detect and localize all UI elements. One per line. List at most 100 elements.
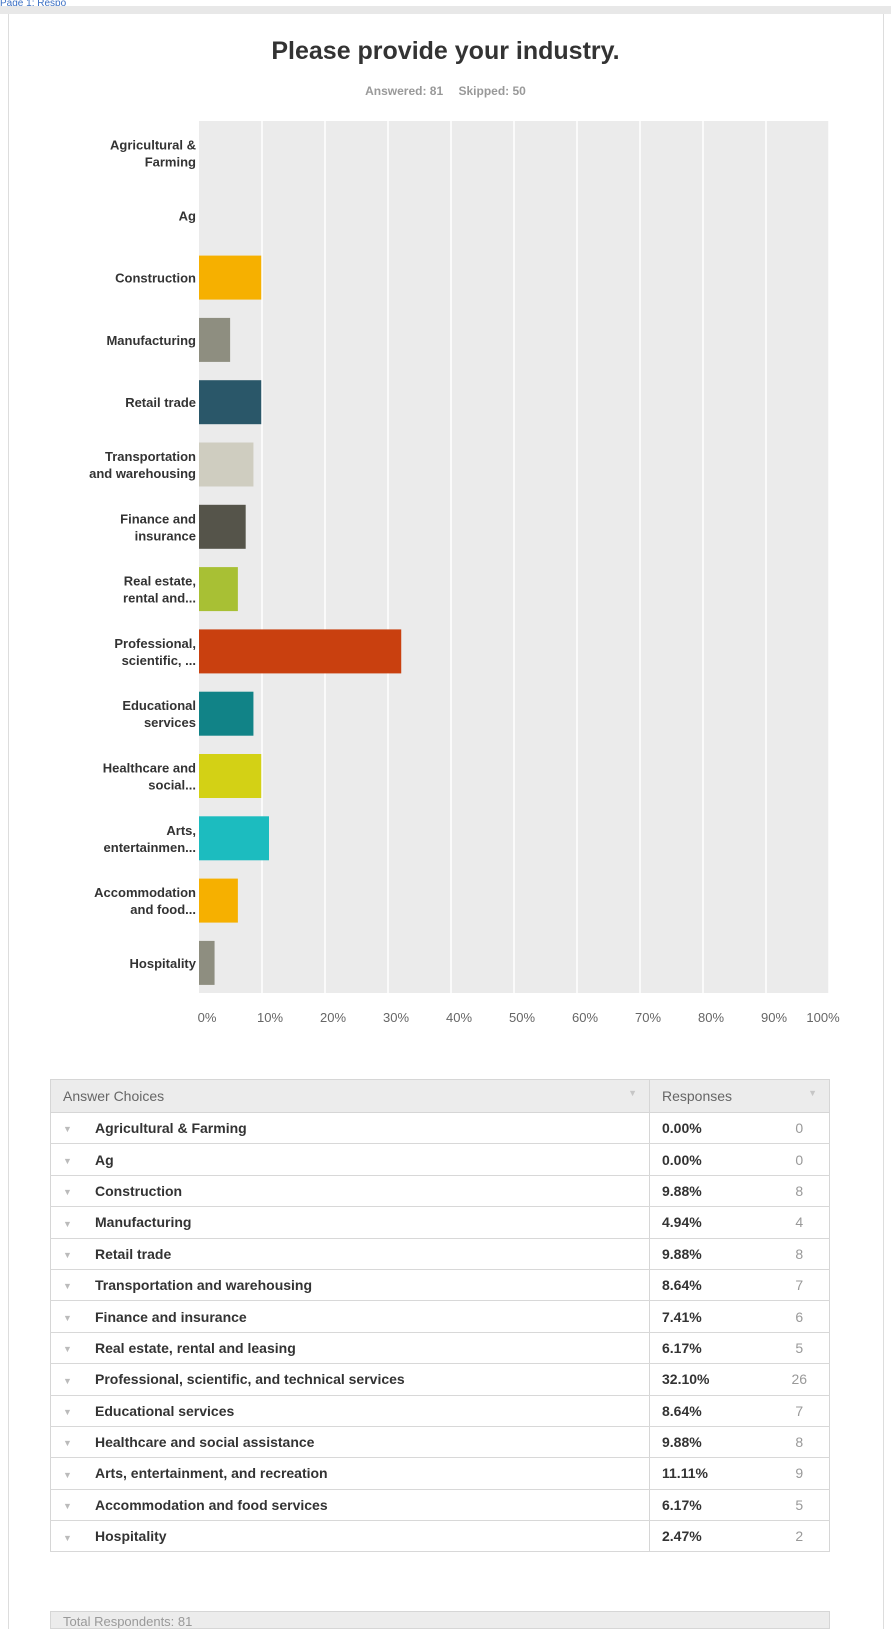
- row-caret-icon[interactable]: ▼: [63, 1124, 72, 1135]
- response-percent: 0.00%: [649, 1143, 770, 1176]
- x-tick-label: 70%: [635, 1010, 661, 1025]
- response-percent: 4.94%: [649, 1206, 770, 1239]
- answer-choice-cell: ▼ Professional, scientific, and technical…: [50, 1363, 650, 1396]
- answer-choice-label: Professional, scientific, and technical …: [95, 1371, 405, 1388]
- row-caret-icon[interactable]: ▼: [63, 1250, 72, 1261]
- category-label: and warehousing: [89, 466, 196, 481]
- category-label: Hospitality: [130, 956, 197, 971]
- row-caret-icon[interactable]: ▼: [63, 1501, 72, 1512]
- category-label: Real estate,: [124, 574, 196, 589]
- responses-header-label: Responses: [662, 1088, 733, 1104]
- response-percent: 6.17%: [649, 1332, 770, 1365]
- answer-choice-label: Real estate, rental and leasing: [95, 1339, 296, 1356]
- category-label: Finance and: [120, 511, 196, 526]
- table-row: ▼ Hospitality 2.47% 2: [50, 1520, 830, 1553]
- table-row: ▼ Ag 0.00% 0: [50, 1143, 830, 1176]
- response-percent: 2.47%: [649, 1520, 770, 1553]
- responses-header[interactable]: Responses ▼: [649, 1079, 830, 1113]
- category-label: Agricultural &: [110, 138, 196, 153]
- category-label: Retail trade: [125, 395, 196, 410]
- response-count: 5: [769, 1332, 830, 1365]
- response-percent: 9.88%: [649, 1426, 770, 1459]
- response-count: 26: [769, 1363, 830, 1396]
- answer-choice-label: Retail trade: [95, 1245, 172, 1262]
- answer-choice-label: Manufacturing: [95, 1214, 192, 1231]
- response-percent: 6.17%: [649, 1489, 770, 1522]
- bar: [199, 317, 231, 362]
- x-tick-label: 50%: [509, 1010, 535, 1025]
- answer-choice-cell: ▼ Real estate, rental and leasing: [50, 1332, 650, 1365]
- table-header-row: Answer Choices ▼ Responses ▼: [50, 1079, 830, 1113]
- answer-choice-label: Hospitality: [95, 1528, 167, 1545]
- table-row: ▼ Agricultural & Farming 0.00% 0: [50, 1112, 830, 1145]
- answer-choice-label: Healthcare and social assistance: [95, 1434, 315, 1451]
- answer-choice-cell: ▼ Retail trade: [50, 1238, 650, 1270]
- category-label: services: [144, 715, 196, 730]
- bar: [199, 816, 269, 861]
- response-percent: 0.00%: [649, 1112, 770, 1145]
- bar-chart: 0% 10% 20% 30% 40% 50% 60% 70% 80% 90% 100% Agricul…: [89, 121, 840, 1025]
- responses-table: Answer Choices ▼ Responses ▼ ▼ Agricultur…: [50, 1079, 830, 1553]
- row-caret-icon[interactable]: ▼: [63, 1375, 72, 1386]
- row-caret-icon[interactable]: ▼: [63, 1407, 72, 1417]
- response-count: 7: [769, 1269, 830, 1302]
- category-label: Educational: [122, 698, 196, 713]
- sort-caret-icon[interactable]: ▼: [808, 1088, 817, 1098]
- row-caret-icon[interactable]: ▼: [63, 1438, 72, 1449]
- answer-choice-label: Construction: [95, 1182, 183, 1199]
- row-caret-icon[interactable]: ▼: [63, 1312, 72, 1323]
- response-count: 5: [769, 1489, 830, 1522]
- row-caret-icon[interactable]: ▼: [63, 1344, 72, 1355]
- category-label: Manufacturing: [106, 333, 196, 348]
- response-count: 6: [769, 1300, 830, 1333]
- category-label: Healthcare and: [103, 761, 196, 776]
- answer-choice-cell: ▼ Agricultural & Farming: [50, 1112, 650, 1145]
- category-label: rental and...: [123, 591, 196, 606]
- total-respondents: Total Respondents: 81: [50, 1611, 830, 1629]
- answer-choice-label: Agricultural & Farming: [95, 1120, 247, 1137]
- answer-choice-cell: ▼ Construction: [50, 1175, 650, 1208]
- answer-choice-label: Accommodation and food services: [95, 1496, 328, 1513]
- row-caret-icon[interactable]: ▼: [63, 1532, 72, 1543]
- category-label: Accommodation: [94, 885, 196, 900]
- answer-choice-label: Educational services: [95, 1402, 235, 1419]
- bar: [199, 255, 262, 300]
- table-row: ▼ Transportation and warehousing 8.64% 7: [50, 1269, 830, 1302]
- bar: [199, 691, 254, 736]
- bar: [199, 754, 262, 798]
- row-caret-icon[interactable]: ▼: [63, 1281, 72, 1292]
- category-label: entertainmen...: [104, 840, 196, 855]
- category-label: social...: [148, 778, 196, 793]
- response-percent: 8.64%: [649, 1395, 770, 1427]
- sort-caret-icon[interactable]: ▼: [628, 1088, 637, 1098]
- response-count: 0: [769, 1143, 830, 1176]
- row-caret-icon[interactable]: ▼: [63, 1187, 72, 1198]
- row-caret-icon[interactable]: ▼: [63, 1218, 72, 1229]
- x-tick-label: 80%: [698, 1010, 724, 1025]
- table-row: ▼ Construction 9.88% 8: [50, 1175, 830, 1208]
- row-caret-icon[interactable]: ▼: [63, 1469, 72, 1480]
- question-title: Please provide your industry.: [271, 37, 620, 65]
- answer-choice-label: Arts, entertainment, and recreation: [95, 1465, 328, 1482]
- row-caret-icon[interactable]: ▼: [63, 1155, 72, 1166]
- breadcrumb[interactable]: Page 1: Respo: [0, 0, 67, 6]
- table-row: ▼ Arts, entertainment, and recreation 11.1…: [50, 1457, 830, 1490]
- x-tick-label: 20%: [320, 1010, 346, 1025]
- answer-choice-label: Transportation and warehousing: [95, 1277, 313, 1294]
- response-count: 9: [769, 1457, 830, 1490]
- bar: [199, 504, 246, 549]
- table-row: ▼ Real estate, rental and leasing 6.17% 5: [50, 1332, 830, 1365]
- x-tick-label: 40%: [446, 1010, 472, 1025]
- answered-count: Answered: 81: [365, 84, 444, 98]
- x-tick-label: 0%: [198, 1010, 217, 1025]
- response-percent: 9.88%: [649, 1238, 770, 1270]
- bar: [199, 629, 402, 674]
- x-tick-label: 100%: [806, 1010, 840, 1025]
- table-row: ▼ Retail trade 9.88% 8: [50, 1238, 830, 1270]
- response-count: 8: [769, 1426, 830, 1459]
- response-percent: 32.10%: [649, 1363, 770, 1396]
- answer-choice-cell: ▼ Educational services: [50, 1395, 650, 1427]
- answer-choices-header[interactable]: Answer Choices ▼: [50, 1079, 650, 1113]
- answer-choice-cell: ▼ Finance and insurance: [50, 1300, 650, 1333]
- table-row: ▼ Finance and insurance 7.41% 6: [50, 1300, 830, 1333]
